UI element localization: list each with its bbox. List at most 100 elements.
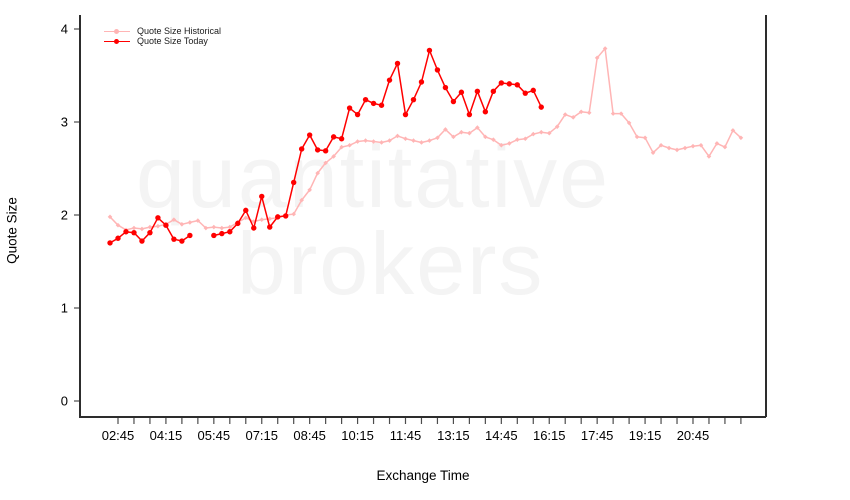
series-point-historical <box>379 140 384 145</box>
series-point-today <box>155 215 161 221</box>
series-point-today <box>306 132 313 138</box>
series-point-historical <box>131 225 137 231</box>
series-point-historical <box>411 138 416 143</box>
series-point-historical <box>203 225 209 231</box>
series-point-historical <box>530 131 536 137</box>
series-point-historical <box>714 141 720 146</box>
series-point-today <box>442 84 449 91</box>
series-point-historical <box>331 154 336 159</box>
series-point-historical <box>435 135 440 141</box>
series-point-today <box>354 111 361 118</box>
series-point-today <box>426 47 433 54</box>
series-point-historical <box>738 135 744 141</box>
series-point-today <box>402 111 409 118</box>
series-point-today <box>179 238 185 244</box>
series-point-historical <box>227 224 233 230</box>
series-point-today <box>147 229 153 236</box>
series-point-historical <box>427 138 432 143</box>
series-point-historical <box>515 137 520 142</box>
legend-swatch-today-icon <box>104 36 130 46</box>
series-point-historical <box>291 211 296 217</box>
series-point-today <box>394 60 401 67</box>
series-point-today <box>267 224 273 230</box>
series-point-today <box>298 146 305 152</box>
series-point-historical <box>491 137 496 142</box>
series-point-historical <box>618 111 624 116</box>
series-point-today <box>131 229 137 236</box>
series-point-today <box>139 238 145 244</box>
series-point-today <box>434 67 441 73</box>
series-point-historical <box>155 223 161 229</box>
series-point-today <box>498 80 505 86</box>
x-tick-label: 14:45 <box>485 428 518 443</box>
series-point-today <box>466 111 473 118</box>
series-point-historical <box>610 111 616 116</box>
x-tick-label: 05:45 <box>198 428 231 443</box>
y-tick-label: 2 <box>61 208 68 223</box>
series-point-historical <box>323 160 328 166</box>
series-point-historical <box>586 110 592 115</box>
series-point-today <box>346 105 353 111</box>
series-line-historical <box>109 47 742 231</box>
series-point-today <box>522 90 528 96</box>
series-point-today <box>514 82 520 88</box>
series-point-historical <box>179 222 185 227</box>
series-point-today <box>362 96 369 103</box>
series-point-historical <box>107 214 113 220</box>
series-point-historical <box>658 142 664 148</box>
series-point-today <box>219 230 225 237</box>
series-point-historical <box>371 139 376 144</box>
legend-label-historical: Quote Size Historical <box>137 26 222 36</box>
legend-item-historical: Quote Size Historical <box>104 26 221 36</box>
series-point-historical <box>115 222 121 228</box>
series-point-historical <box>419 140 424 145</box>
series-point-today <box>187 232 193 239</box>
series-point-today <box>338 136 345 142</box>
series-point-historical <box>315 170 320 176</box>
y-tick-label: 1 <box>61 301 68 316</box>
series-point-today <box>163 222 169 228</box>
series-point-today <box>370 100 377 107</box>
series-point-historical <box>522 136 528 142</box>
series-point-today <box>243 207 249 214</box>
watermark-line1: quantitative <box>136 127 611 226</box>
series-point-historical <box>483 134 488 140</box>
x-tick-label: 16:15 <box>533 428 566 443</box>
series-point-historical <box>634 134 640 140</box>
series-point-today <box>171 236 177 242</box>
series-point-today <box>259 193 265 200</box>
y-tick-label: 4 <box>61 22 68 37</box>
series-point-historical <box>395 133 400 139</box>
series-point-historical <box>642 135 648 141</box>
series-point-historical <box>626 120 632 126</box>
series-point-today <box>378 102 385 108</box>
series-point-historical <box>251 219 257 224</box>
series-point-historical <box>674 147 680 153</box>
series-point-historical <box>650 150 656 155</box>
legend: Quote Size Historical Quote Size Today <box>104 26 221 46</box>
x-tick-label: 17:45 <box>581 428 614 443</box>
series-point-historical <box>219 225 225 231</box>
series-point-historical <box>299 197 304 203</box>
series-point-today <box>530 87 536 94</box>
series-point-today <box>107 240 113 246</box>
series-line-today <box>109 49 542 244</box>
series-point-today <box>410 96 417 103</box>
series-point-historical <box>562 112 568 117</box>
series-point-historical <box>171 217 177 222</box>
series-point-historical <box>267 216 273 222</box>
series-point-historical <box>690 143 696 149</box>
series-point-today <box>211 232 217 239</box>
x-tick-label: 02:45 <box>102 428 135 443</box>
y-tick-label: 3 <box>61 115 68 130</box>
series-point-historical <box>499 142 504 148</box>
legend-label-today: Quote Size Today <box>137 36 208 46</box>
series-point-historical <box>475 125 480 130</box>
series-point-historical <box>307 187 312 193</box>
y-tick-label: 0 <box>61 394 68 409</box>
series-point-historical <box>578 109 584 115</box>
legend-item-today: Quote Size Today <box>104 36 221 46</box>
series-point-historical <box>570 115 576 120</box>
series-point-today <box>235 220 241 227</box>
series-point-historical <box>147 224 153 230</box>
